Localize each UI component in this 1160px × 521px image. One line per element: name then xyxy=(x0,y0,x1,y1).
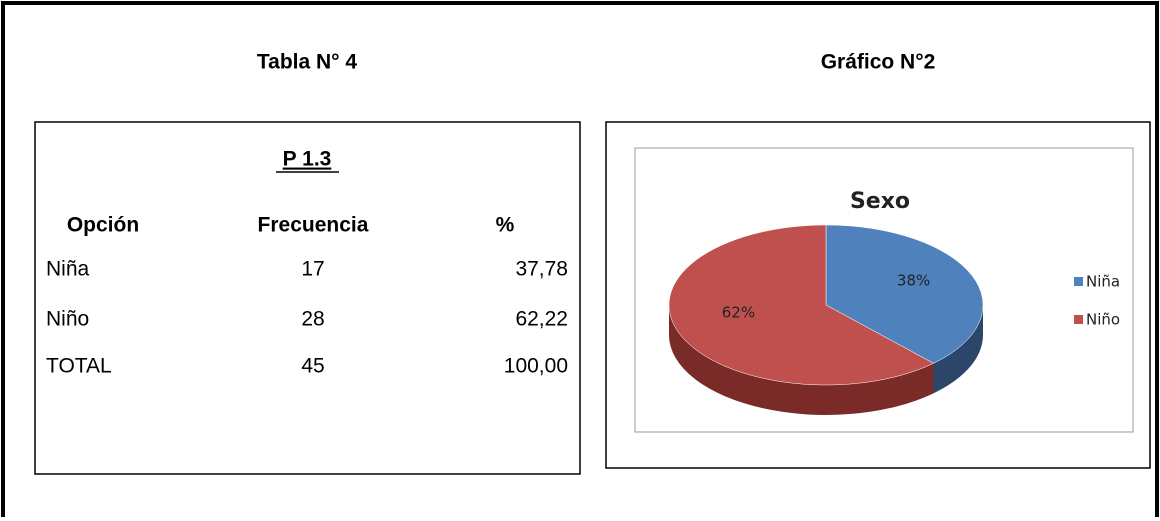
pie-slice xyxy=(825,224,984,364)
table-cell: 45 xyxy=(301,355,324,378)
legend-label: Niño xyxy=(1086,311,1120,329)
table: Opción Frecuencia % Niña 17 37,78 Niño 28 62,22 T… xyxy=(46,214,568,378)
table-title: P 1.3 xyxy=(283,148,332,171)
pie: 38% 62% Niña Niño xyxy=(668,224,1120,416)
data-label: 62% xyxy=(722,304,755,322)
legend-swatch xyxy=(1074,277,1083,286)
data-label: 38% xyxy=(897,271,930,289)
table-cell: 17 xyxy=(301,258,324,281)
legend-swatch xyxy=(1074,315,1083,324)
table-cell: 37,78 xyxy=(515,258,568,281)
chart-title: Sexo xyxy=(850,189,910,214)
table-cell: Niño xyxy=(46,308,89,331)
pie-side xyxy=(933,305,983,394)
table-cell: 100,00 xyxy=(504,355,568,378)
table-cell: TOTAL xyxy=(46,355,112,378)
column-header: Frecuencia xyxy=(258,214,369,237)
chart-box xyxy=(605,121,1151,469)
pie-slice xyxy=(668,224,935,386)
pie-side xyxy=(669,305,934,416)
column-header: % xyxy=(496,214,515,237)
table-cell: Niña xyxy=(46,258,90,281)
chart-heading: Gráfico N°2 xyxy=(821,51,936,74)
table-heading: Tabla N° 4 xyxy=(257,51,358,74)
column-header: Opción xyxy=(67,214,139,237)
table-box xyxy=(34,121,581,475)
table-cell: 28 xyxy=(301,308,324,331)
table-cell: 62,22 xyxy=(515,308,568,331)
legend-label: Niña xyxy=(1086,273,1120,291)
